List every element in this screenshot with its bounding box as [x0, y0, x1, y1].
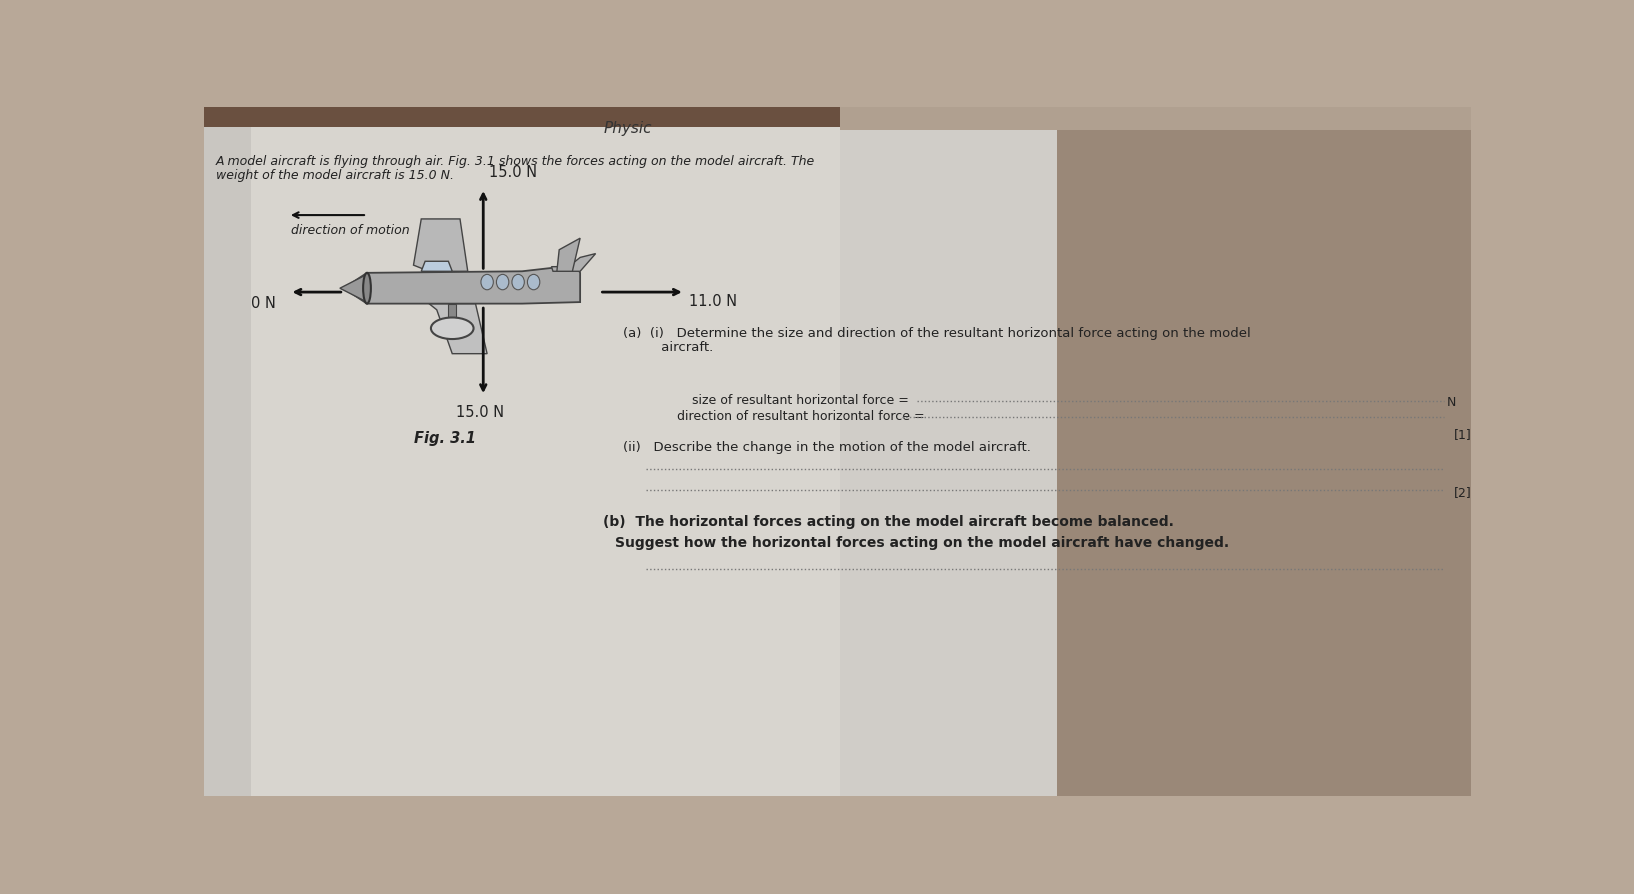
Polygon shape — [340, 274, 368, 302]
Text: (a)  (i)   Determine the size and direction of the resultant horizontal force ac: (a) (i) Determine the size and direction… — [623, 326, 1250, 340]
Text: N: N — [1446, 396, 1456, 409]
Polygon shape — [430, 304, 487, 354]
Bar — [1057, 107, 1471, 796]
Text: 15.0 N: 15.0 N — [456, 405, 505, 420]
Text: Physic: Physic — [603, 122, 652, 136]
Ellipse shape — [497, 274, 508, 290]
Text: 11.0 N: 11.0 N — [688, 294, 737, 309]
Text: A model aircraft is flying through air. Fig. 3.1 shows the forces acting on the : A model aircraft is flying through air. … — [216, 155, 815, 168]
Polygon shape — [448, 304, 456, 326]
Text: direction of resultant horizontal force =: direction of resultant horizontal force … — [676, 409, 928, 423]
Text: 0 N: 0 N — [250, 296, 276, 311]
Bar — [840, 107, 1471, 796]
Text: 15.0 N: 15.0 N — [490, 165, 538, 181]
Text: (b)  The horizontal forces acting on the model aircraft become balanced.: (b) The horizontal forces acting on the … — [603, 515, 1175, 529]
Text: size of resultant horizontal force =: size of resultant horizontal force = — [693, 393, 913, 407]
Text: [1]: [1] — [1454, 427, 1471, 441]
Ellipse shape — [363, 273, 371, 304]
Polygon shape — [422, 261, 453, 271]
Text: aircraft.: aircraft. — [623, 341, 712, 354]
Bar — [204, 107, 1471, 131]
Text: direction of motion: direction of motion — [291, 224, 410, 237]
Polygon shape — [840, 127, 1057, 796]
Polygon shape — [557, 238, 580, 271]
Ellipse shape — [480, 274, 493, 290]
Polygon shape — [551, 254, 596, 271]
Text: Suggest how the horizontal forces acting on the model aircraft have changed.: Suggest how the horizontal forces acting… — [614, 536, 1229, 550]
Ellipse shape — [528, 274, 539, 290]
Text: (ii)   Describe the change in the motion of the model aircraft.: (ii) Describe the change in the motion o… — [623, 442, 1031, 454]
Ellipse shape — [511, 274, 525, 290]
Polygon shape — [840, 107, 1471, 131]
Polygon shape — [204, 127, 840, 796]
Polygon shape — [413, 219, 467, 271]
Bar — [204, 127, 250, 796]
Text: [2]: [2] — [1454, 486, 1471, 499]
Text: Fig. 3.1: Fig. 3.1 — [413, 431, 475, 446]
Polygon shape — [343, 266, 580, 304]
Text: weight of the model aircraft is 15.0 N.: weight of the model aircraft is 15.0 N. — [216, 169, 454, 181]
Ellipse shape — [431, 317, 474, 339]
